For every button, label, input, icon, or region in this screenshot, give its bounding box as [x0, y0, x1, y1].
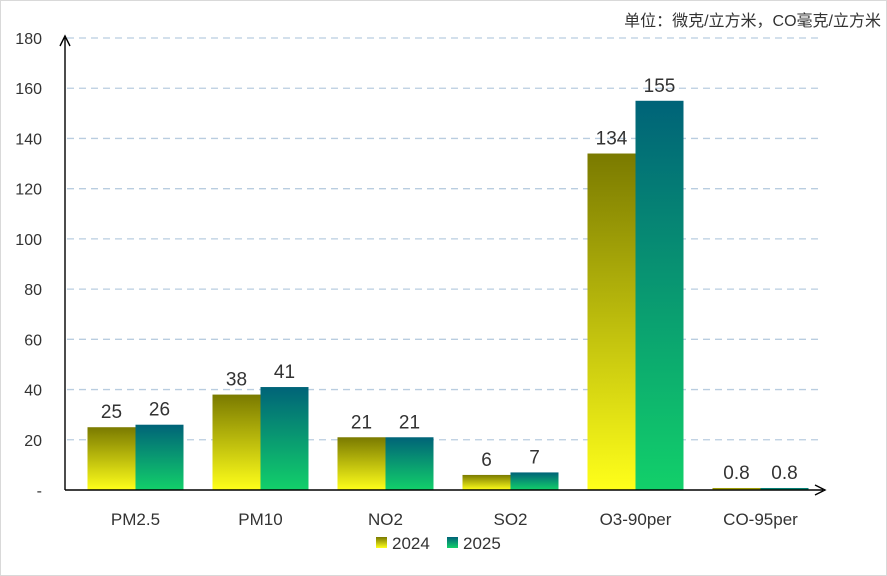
data-label: 6	[481, 450, 492, 471]
category-label: PM2.5	[111, 510, 160, 529]
y-tick-label: 140	[15, 131, 42, 148]
y-tick-label: 80	[24, 282, 42, 299]
x-axis-arrow	[814, 484, 827, 496]
category-label: CO-95per	[723, 510, 798, 529]
data-label: 38	[226, 370, 247, 391]
bar-2025-2	[385, 437, 434, 490]
legend-label: 2025	[463, 534, 501, 553]
data-label: 41	[274, 362, 295, 383]
y-tick-label: 180	[15, 31, 42, 48]
legend-swatch-2024	[376, 537, 387, 548]
data-label: 21	[351, 412, 372, 433]
legend: 2024 2025	[376, 534, 501, 553]
y-tick-label: 160	[15, 81, 42, 98]
bars	[87, 100, 809, 491]
grid-lines	[67, 37, 823, 441]
bar-2024-5	[712, 487, 761, 490]
category-label: PM10	[238, 510, 282, 529]
bar-2024-2	[337, 437, 386, 490]
data-label: 0.8	[771, 463, 797, 484]
bar-2024-3	[462, 474, 511, 490]
legend-label: 2024	[392, 534, 430, 553]
axes	[59, 34, 827, 496]
y-tick-label: -	[37, 483, 42, 500]
bar-2024-4	[587, 153, 636, 490]
category-label: SO2	[493, 510, 527, 529]
y-tick-label: 40	[24, 383, 42, 400]
bar-2024-0	[87, 427, 136, 490]
category-labels: PM2.5 PM10 NO2 SO2 O3-90per CO-95per	[111, 510, 798, 529]
y-tick-label: 100	[15, 232, 42, 249]
bar-2025-0	[135, 424, 184, 490]
data-label: 134	[596, 129, 628, 150]
data-label: 26	[149, 400, 170, 421]
y-tick-label: 20	[24, 433, 42, 450]
bar-2025-1	[260, 387, 309, 490]
bar-2024-1	[212, 394, 261, 490]
data-label: 0.8	[723, 463, 749, 484]
y-axis-arrow	[59, 34, 71, 47]
unit-note: 单位：微克/立方米，CO毫克/立方米	[624, 11, 881, 30]
category-label: O3-90per	[600, 510, 672, 529]
data-labels: 25 26 38 41 21 21 6 7 134 155 0.8 0.8	[101, 76, 798, 484]
y-tick-label: 60	[24, 332, 42, 349]
y-tick-label: 120	[15, 182, 42, 199]
data-label: 155	[644, 76, 676, 97]
bar-2025-5	[760, 487, 809, 490]
category-label: NO2	[368, 510, 403, 529]
bar-2025-3	[510, 472, 559, 490]
y-axis-ticks: - 20 40 60 80 100 120 140 160 180	[15, 31, 42, 500]
bar-2025-4	[635, 100, 684, 491]
data-label: 21	[399, 412, 420, 433]
data-label: 7	[529, 447, 540, 468]
legend-swatch-2025	[447, 537, 458, 548]
data-label: 25	[101, 402, 122, 423]
